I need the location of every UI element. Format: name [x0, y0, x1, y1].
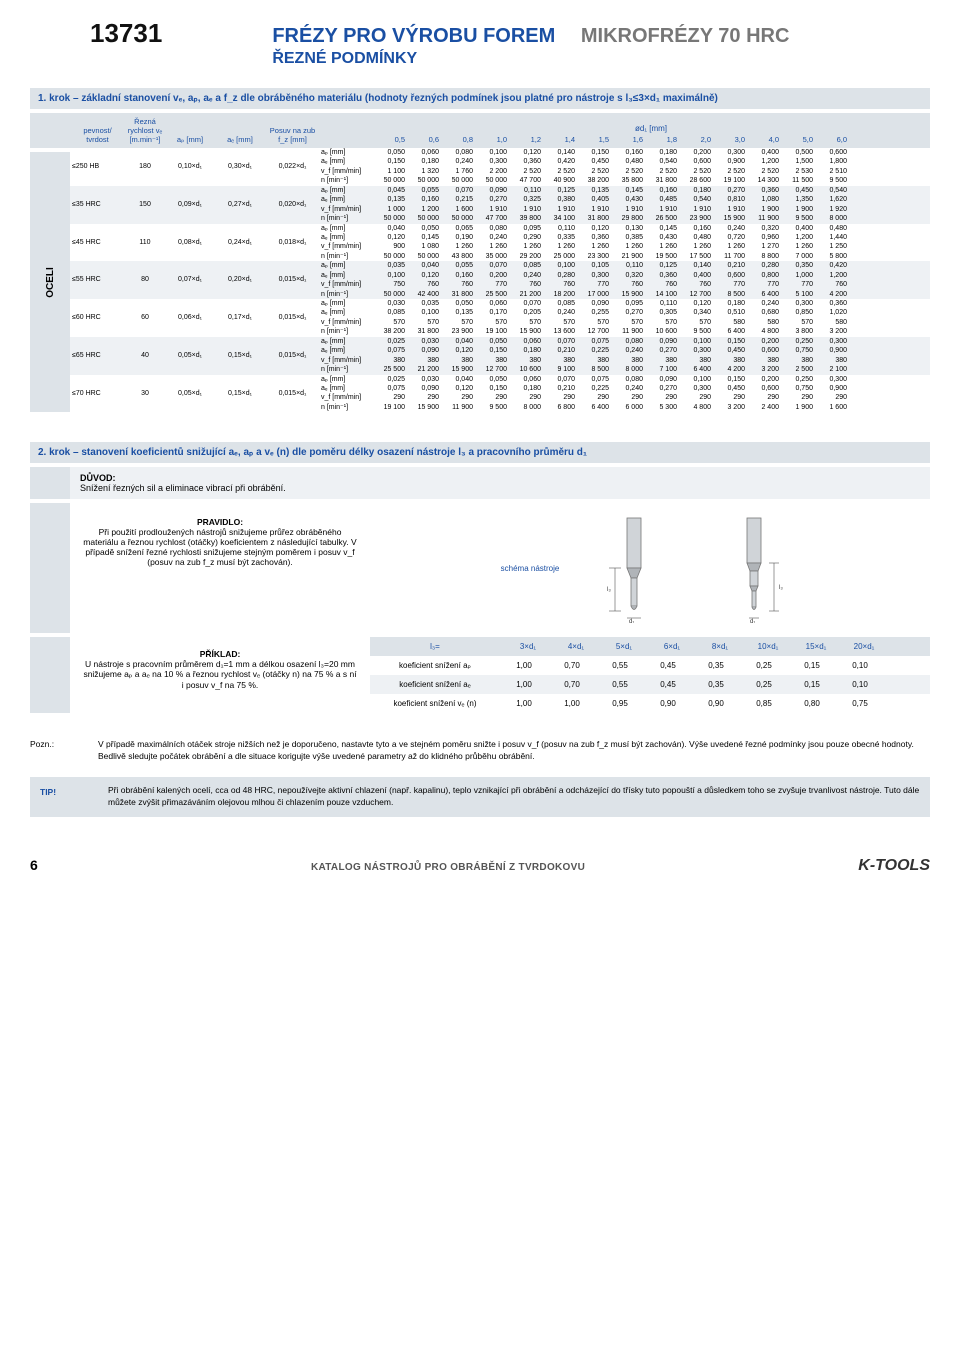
- table-row: ≤45 HRC1100,08×d₁0,24×d₁0,018×d₁aₚ [mm]0…: [70, 224, 930, 262]
- svg-text:d₁: d₁: [629, 619, 634, 623]
- coef-row: koeficient snížení aₑ1,000,700,550,450,3…: [370, 675, 930, 694]
- diameter-col-header: 1,8: [646, 135, 680, 144]
- example-text: PŘÍKLAD: U nástroje s pracovním průměrem…: [70, 637, 370, 713]
- coef-row: koeficient snížení vₑ (n)1,001,000,950,9…: [370, 694, 930, 713]
- page-header: 13731 FRÉZY PRO VÝROBU FOREM MIKROFRÉZY …: [30, 18, 930, 68]
- table-header: pevnost/ tvrdost Řezná rychlost vₑ [m.mi…: [70, 113, 930, 148]
- product-code: 13731: [90, 18, 162, 49]
- title-subtitle: ŘEZNÉ PODMÍNKY: [272, 50, 789, 68]
- tip-block: TIP! Při obrábění kalených ocelí, cca od…: [30, 777, 930, 817]
- table-row: ≤35 HRC1500,09×d₁0,27×d₁0,020×d₁aₚ [mm]0…: [70, 186, 930, 224]
- coef-row: koeficient snížení aₚ1,000,700,550,450,3…: [370, 656, 930, 675]
- table-row: ≤60 HRC600,06×d₁0,17×d₁0,015×d₁aₚ [mm]0,…: [70, 299, 930, 337]
- diameter-col-header: 6,0: [816, 135, 850, 144]
- step2-heading: 2. krok – stanovení koeficientů snižujíc…: [30, 442, 930, 463]
- svg-text:d₁: d₁: [750, 619, 755, 623]
- svg-text:l₃: l₃: [607, 587, 611, 593]
- tool-diagram-icon: l₃ d₁: [709, 513, 799, 623]
- title-main: FRÉZY PRO VÝROBU FOREM: [272, 25, 555, 47]
- material-group-label: OCELI: [30, 152, 70, 412]
- coefficient-table: l₃= 3×d₁4×d₁5×d₁6×d₁8×d₁10×d₁15×d₁20×d₁ …: [370, 637, 930, 713]
- diameter-col-header: 1,6: [612, 135, 646, 144]
- diameter-col-header: 5,0: [782, 135, 816, 144]
- title-subtype: MIKROFRÉZY 70 HRC: [581, 25, 790, 47]
- tool-schema: schéma nástroje l₃ d₁: [370, 503, 930, 633]
- diameter-col-header: 1,0: [476, 135, 510, 144]
- step1-heading: 1. krok – základní stanovení vₑ, aₚ, aₑ …: [30, 88, 930, 109]
- reason-text: DŮVOD: Snížení řezných sil a eliminace v…: [70, 467, 930, 499]
- table-row: ≤250 HB1800,10×d₁0,30×d₁0,022×d₁aₚ [mm]0…: [70, 148, 930, 186]
- rule-text: PRAVIDLO: Při použití prodloužených nást…: [70, 503, 370, 633]
- diameter-col-header: 0,5: [374, 135, 408, 144]
- svg-text:l₃: l₃: [779, 585, 783, 591]
- page-footer: 6 KATALOG NÁSTROJŮ PRO OBRÁBĚNÍ Z TVRDOK…: [30, 857, 930, 875]
- diameter-col-header: 4,0: [748, 135, 782, 144]
- table-row: ≤65 HRC400,05×d₁0,15×d₁0,015×d₁aₚ [mm]0,…: [70, 337, 930, 375]
- diameter-col-header: 0,8: [442, 135, 476, 144]
- table-row: ≤70 HRC300,05×d₁0,15×d₁0,015×d₁aₚ [mm]0,…: [70, 375, 930, 413]
- diameter-col-header: 1,4: [544, 135, 578, 144]
- diameter-col-header: 2,0: [680, 135, 714, 144]
- diameter-col-header: 1,5: [578, 135, 612, 144]
- diameter-col-header: 0,6: [408, 135, 442, 144]
- diameter-col-header: 1,2: [510, 135, 544, 144]
- note-block: Pozn.: V případě maximálních otáček stro…: [30, 739, 930, 763]
- table-row: ≤55 HRC800,07×d₁0,20×d₁0,015×d₁aₚ [mm]0,…: [70, 261, 930, 299]
- diameter-col-header: 3,0: [714, 135, 748, 144]
- tool-diagram-icon: l₃ d₁: [589, 513, 679, 623]
